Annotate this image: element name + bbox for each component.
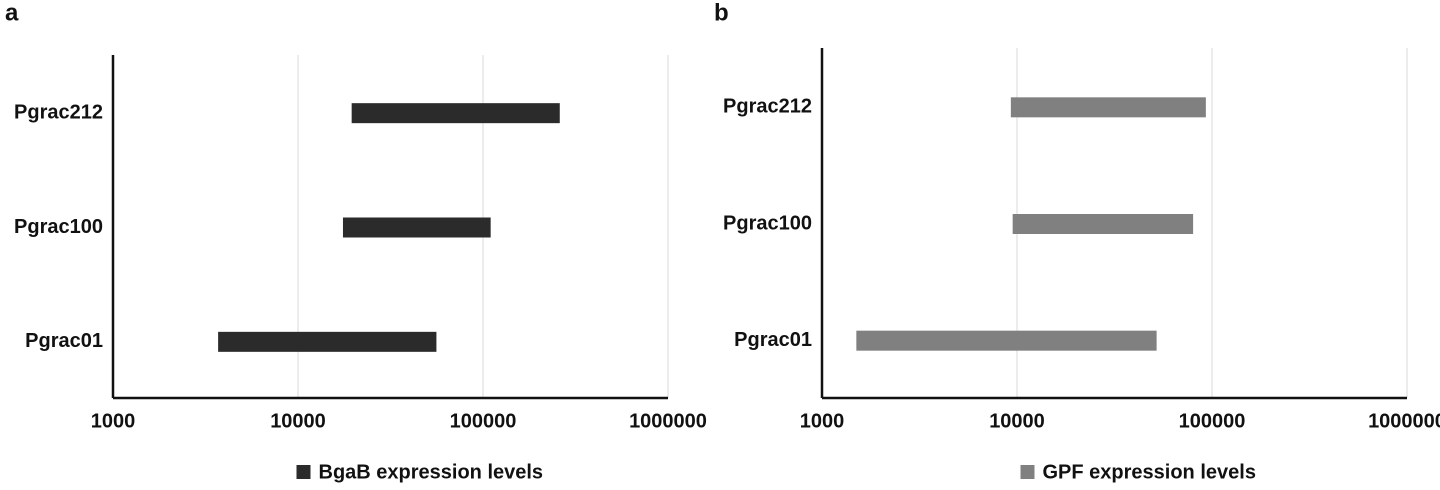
bar: [1012, 214, 1194, 234]
y-tick-label: Pgrac100: [14, 216, 103, 238]
bar: [856, 330, 1157, 351]
y-tick-label: Pgrac212: [723, 96, 812, 118]
x-tick-label: 1000000: [629, 410, 707, 432]
y-tick-label: Pgrac212: [14, 101, 103, 123]
x-tick-label: 1000: [91, 410, 136, 432]
panel-label: a: [5, 0, 19, 26]
bar: [1010, 97, 1206, 118]
panel-label: b: [714, 0, 729, 26]
legend-swatch: [1020, 465, 1035, 479]
x-tick-label: 100000: [1179, 410, 1246, 432]
x-tick-label: 1000000: [1368, 410, 1440, 432]
x-tick-label: 100000: [450, 410, 517, 432]
bar: [218, 331, 437, 352]
legend-label: BgaB expression levels: [319, 461, 544, 483]
bar: [351, 103, 560, 124]
x-tick-label: 10000: [270, 410, 326, 432]
x-tick-label: 10000: [989, 410, 1045, 432]
legend-swatch: [296, 465, 311, 479]
x-tick-label: 1000: [800, 410, 845, 432]
y-tick-label: Pgrac100: [723, 212, 812, 234]
y-tick-label: Pgrac01: [25, 330, 103, 352]
legend-label: GPF expression levels: [1043, 461, 1256, 483]
y-tick-label: Pgrac01: [734, 329, 812, 351]
bar: [342, 217, 491, 238]
